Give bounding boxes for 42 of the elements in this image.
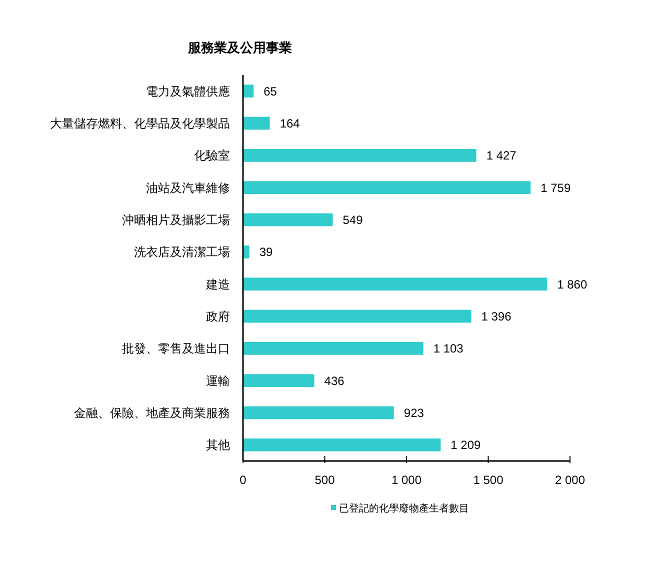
data-label: 1 427: [486, 148, 517, 163]
data-label: 923: [404, 406, 424, 420]
x-tick-label: 1 000: [391, 473, 422, 487]
y-tick-label: 建造: [205, 277, 230, 292]
bar: [243, 342, 424, 355]
bar: [243, 310, 472, 323]
y-tick-label: 大量儲存燃料、化學品及化學製品: [50, 116, 230, 130]
bar: [243, 181, 531, 194]
data-label: 549: [342, 212, 364, 227]
y-tick-label: 油站及汽車維修: [146, 180, 230, 195]
bar: [243, 148, 476, 162]
x-tick-label: 2 000: [554, 473, 586, 487]
x-tick-label: 0: [240, 473, 247, 487]
data-label: 1 103: [433, 342, 464, 356]
y-tick-label: 運輸: [206, 374, 230, 388]
y-tick-label: 批發、零售及進出口: [122, 342, 230, 356]
bar: [243, 116, 270, 130]
data-label: 1 860: [557, 277, 588, 292]
x-tick-label: 500: [314, 473, 336, 487]
bar: [243, 438, 441, 452]
data-label: 164: [280, 116, 300, 130]
y-tick-label: 其他: [206, 438, 230, 452]
data-label: 1 209: [450, 438, 482, 452]
bar: [243, 213, 333, 226]
chart-title: 服務業及公用事業: [187, 40, 292, 55]
y-tick-label: 沖晒相片及攝影工場: [122, 212, 230, 227]
bar: [243, 406, 394, 420]
y-tick-label: 電力及氣體供應: [146, 84, 230, 98]
y-tick-label: 洗衣店及清潔工場: [134, 245, 230, 260]
bar: [243, 374, 314, 388]
data-label: 65: [264, 84, 278, 98]
bar: [243, 84, 254, 98]
data-label: 1 396: [481, 309, 512, 324]
y-tick-label: 金融、保險、地產及商業服務: [74, 406, 230, 420]
data-label: 39: [259, 245, 274, 260]
x-tick-label: 1 500: [473, 473, 504, 487]
y-tick-label: 政府: [206, 309, 230, 324]
data-label: 1 759: [540, 180, 571, 195]
bar: [243, 278, 548, 291]
legend-label: 已登記的化學廢物產生者數目: [339, 502, 469, 514]
y-tick-label: 化驗室: [194, 148, 230, 163]
data-label: 436: [324, 374, 345, 388]
